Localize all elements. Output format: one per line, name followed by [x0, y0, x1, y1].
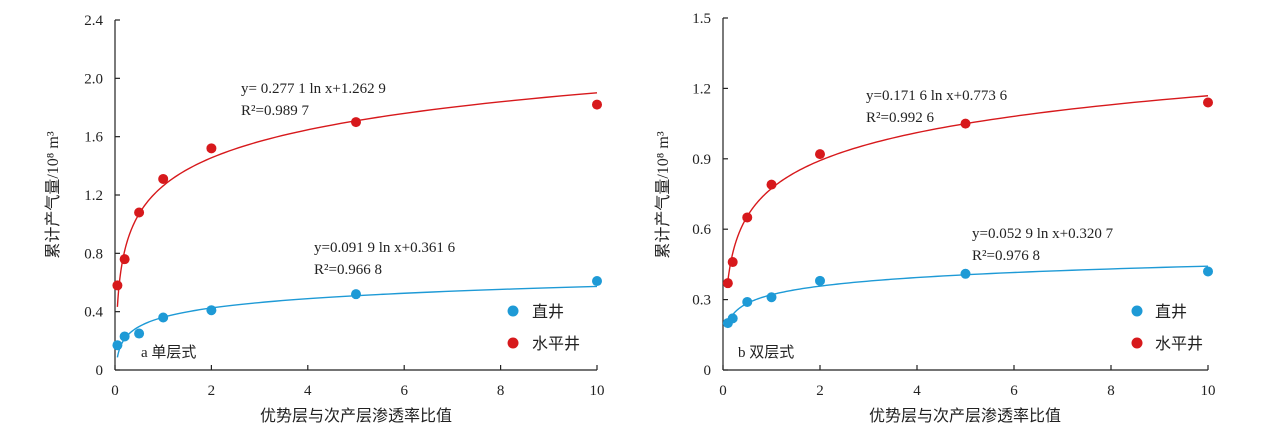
chart-panel-b: 0 2 4 6 8 10 0 0.3 0.6 0.9 1.2 1.5 优势层与次产层渗透率比值 累计产…	[654, 11, 1216, 425]
y-axis-title: 累计产气量/10⁸ m³	[44, 131, 62, 258]
data-point	[592, 99, 602, 110]
legend-marker-vertical	[1131, 305, 1143, 317]
data-point	[766, 179, 777, 190]
fit-r2-vertical: R²=0.966 8	[314, 262, 382, 278]
y-tick-label: 0.3	[692, 293, 711, 309]
data-point	[206, 143, 217, 154]
data-point	[1203, 266, 1213, 277]
data-point	[206, 305, 217, 316]
fit-r2-vertical: R²=0.976 8	[972, 248, 1040, 264]
fit-equation-vertical: y=0.052 9 ln x+0.320 7	[972, 226, 1114, 242]
y-tick-label: 1.2	[84, 188, 103, 204]
x-axis-title: 优势层与次产层渗透率比值	[260, 407, 452, 425]
panel-label: a 单层式	[141, 344, 196, 361]
data-point	[815, 149, 825, 160]
x-tick-label: 8	[497, 383, 505, 399]
data-point	[592, 276, 602, 287]
y-tick-label: 0.9	[692, 152, 711, 168]
data-point	[722, 278, 733, 289]
x-axis-title: 优势层与次产层渗透率比值	[869, 407, 1061, 425]
y-tick-label: 2.4	[84, 13, 103, 29]
x-tick-label: 10	[590, 383, 605, 399]
data-point	[351, 117, 361, 128]
legend-label-horizontal: 水平井	[1155, 335, 1203, 353]
data-point	[134, 328, 145, 339]
panel-label: b 双层式	[738, 344, 794, 361]
data-point	[815, 275, 825, 286]
x-tick-label: 6	[1010, 383, 1018, 399]
y-tick-label: 0.8	[84, 246, 103, 262]
legend-label-horizontal: 水平井	[532, 335, 580, 353]
x-tick-label: 8	[1107, 383, 1115, 399]
data-point	[158, 312, 169, 323]
legend-marker-horizontal	[1131, 337, 1143, 349]
fit-r2-horizontal: R²=0.989 7	[241, 103, 309, 119]
data-point	[960, 118, 971, 129]
legend-marker-horizontal	[507, 337, 519, 349]
data-point	[134, 207, 145, 218]
x-tick-label: 2	[816, 383, 824, 399]
y-tick-label: 2.0	[84, 71, 103, 87]
x-tick-label: 2	[208, 383, 216, 399]
y-tick-label: 1.2	[692, 81, 711, 97]
data-point	[727, 257, 738, 268]
fit-equation-vertical: y=0.091 9 ln x+0.361 6	[314, 240, 456, 256]
x-tick-label: 4	[913, 383, 921, 399]
data-point	[742, 296, 753, 307]
legend-label-vertical: 直井	[532, 303, 564, 321]
fit-curve	[116, 92, 598, 307]
data-point	[351, 289, 361, 300]
x-tick-label: 10	[1201, 383, 1216, 399]
y-tick-label: 0.6	[692, 222, 711, 238]
y-tick-label: 1.5	[692, 11, 711, 27]
y-axis-title: 累计产气量/10⁸ m³	[654, 131, 672, 258]
data-point	[766, 292, 777, 303]
x-tick-label: 0	[111, 383, 119, 399]
legend-marker-vertical	[507, 305, 519, 317]
data-point	[742, 212, 753, 223]
x-tick-label: 4	[304, 383, 312, 399]
y-tick-label: 1.6	[84, 130, 103, 146]
y-tick-label: 0.4	[84, 305, 103, 321]
data-point	[119, 254, 130, 265]
data-point	[158, 173, 169, 184]
fit-r2-horizontal: R²=0.992 6	[866, 110, 934, 126]
x-tick-label: 0	[719, 383, 727, 399]
fit-equation-horizontal: y=0.171 6 ln x+0.773 6	[866, 88, 1008, 104]
data-point	[119, 331, 130, 342]
y-tick-label: 0	[704, 363, 712, 379]
y-tick-label: 0	[96, 363, 104, 379]
fit-equation-horizontal: y= 0.277 1 ln x+1.262 9	[241, 81, 386, 97]
legend-label-vertical: 直井	[1155, 303, 1187, 321]
data-point	[112, 340, 123, 351]
data-point	[112, 280, 123, 291]
data-point	[1203, 97, 1213, 108]
data-point	[960, 268, 971, 279]
data-point	[727, 313, 738, 324]
x-tick-label: 6	[400, 383, 408, 399]
